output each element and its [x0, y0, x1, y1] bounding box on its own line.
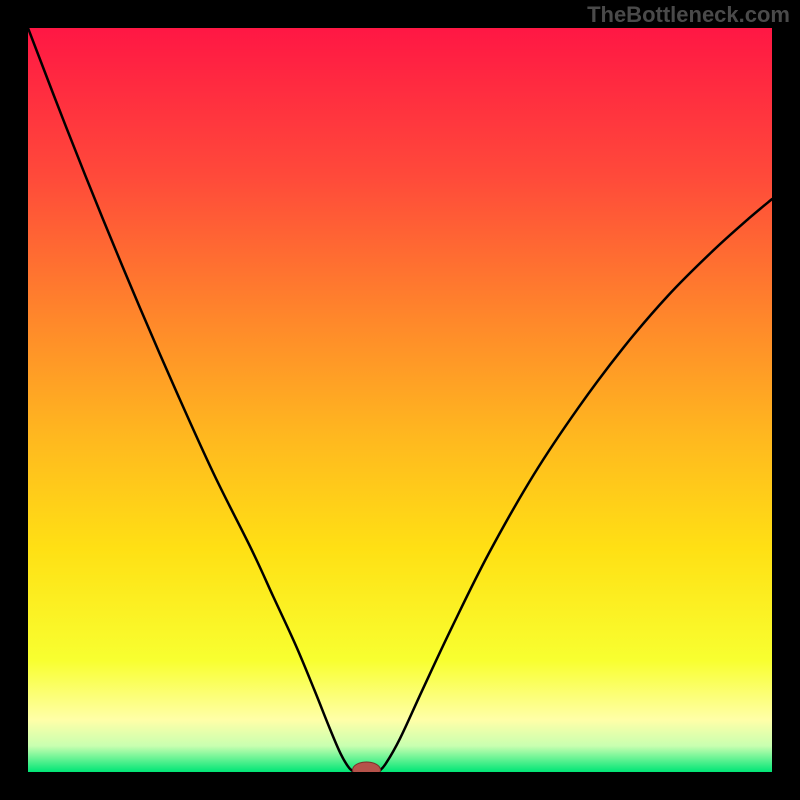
plot-svg [28, 28, 772, 772]
watermark-text: TheBottleneck.com [587, 2, 790, 28]
plot-area [28, 28, 772, 772]
gradient-background [28, 28, 772, 772]
chart-container: TheBottleneck.com [0, 0, 800, 800]
